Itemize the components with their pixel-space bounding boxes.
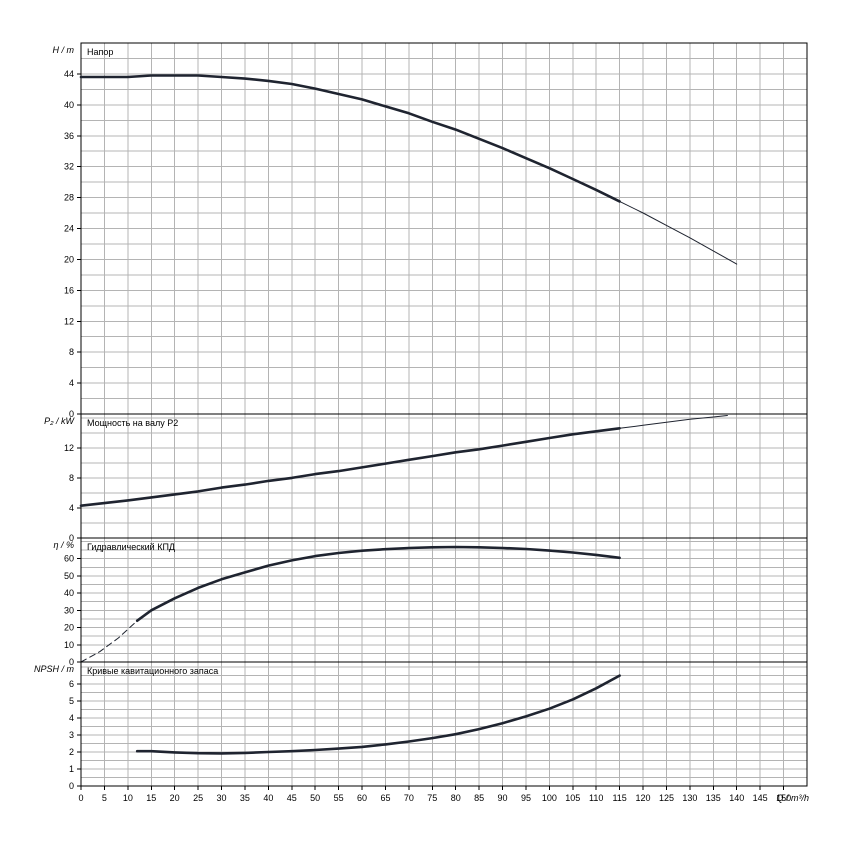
x-tick-label: 65 <box>380 793 390 803</box>
series-line-thick <box>79 427 621 507</box>
y-tick-label: 20 <box>64 254 74 264</box>
y-tick-label: 12 <box>64 443 74 453</box>
panel-frame <box>80 537 808 663</box>
y-tick-label: 0 <box>69 657 74 667</box>
panel-title: Кривые кавитационного запаса <box>87 666 218 676</box>
y-tick-label: 36 <box>64 131 74 141</box>
x-tick-label: 20 <box>170 793 180 803</box>
x-tick-label: 145 <box>753 793 768 803</box>
y-tick-label: 40 <box>64 100 74 110</box>
y-tick-label: 20 <box>64 623 74 633</box>
x-tick-label: 140 <box>729 793 744 803</box>
panel-title: Напор <box>87 47 113 57</box>
y-tick-label: 24 <box>64 224 74 234</box>
y-tick-label: 40 <box>64 588 74 598</box>
y-tick-label: 0 <box>69 781 74 791</box>
y-tick-label: 10 <box>64 640 74 650</box>
x-tick-label: 95 <box>521 793 531 803</box>
x-tick-label: 50 <box>310 793 320 803</box>
y-tick-label: 6 <box>69 679 74 689</box>
x-tick-label: 110 <box>589 793 603 803</box>
x-axis-label: Q / m³/h <box>776 793 809 803</box>
x-tick-label: 40 <box>263 793 273 803</box>
y-tick-label: 28 <box>64 193 74 203</box>
x-tick-label: 5 <box>102 793 107 803</box>
y-tick-label: 50 <box>64 571 74 581</box>
y-tick-label: 12 <box>64 316 74 326</box>
x-tick-label: 150 <box>776 793 791 803</box>
series-line-thin <box>619 200 738 265</box>
x-tick-label: 125 <box>659 793 674 803</box>
y-tick-label: 16 <box>64 285 74 295</box>
y-tick-label: 4 <box>69 713 74 723</box>
x-tick-label: 60 <box>357 793 367 803</box>
y-axis-label: NPSH / m <box>34 664 75 674</box>
y-tick-label: 0 <box>69 533 74 543</box>
y-tick-label: 60 <box>64 554 74 564</box>
y-axis-label: η / % <box>53 540 74 550</box>
y-tick-label: 5 <box>69 696 74 706</box>
y-tick-label: 8 <box>69 473 74 483</box>
y-tick-label: 1 <box>69 764 74 774</box>
panel-title: Мощность на валу P2 <box>87 418 178 428</box>
x-tick-label: 120 <box>636 793 651 803</box>
series-line-thin <box>619 415 728 429</box>
y-tick-label: 0 <box>69 409 74 419</box>
x-tick-label: 0 <box>78 793 83 803</box>
y-tick-label: 3 <box>69 730 74 740</box>
y-tick-label: 44 <box>64 69 74 79</box>
x-tick-label: 30 <box>217 793 227 803</box>
panel-title: Гидравлический КПД <box>87 542 175 552</box>
series-line-thick <box>79 74 621 203</box>
x-tick-label: 15 <box>146 793 156 803</box>
x-tick-label: 25 <box>193 793 203 803</box>
x-tick-label: 75 <box>427 793 437 803</box>
x-tick-label: 10 <box>123 793 133 803</box>
x-tick-label: 105 <box>565 793 580 803</box>
x-tick-label: 35 <box>240 793 250 803</box>
y-tick-label: 2 <box>69 747 74 757</box>
x-tick-label: 90 <box>498 793 508 803</box>
y-tick-label: 8 <box>69 347 74 357</box>
series-line-thick <box>135 545 621 622</box>
x-tick-label: 45 <box>287 793 297 803</box>
y-axis-label: H / m <box>53 45 75 55</box>
x-tick-label: 80 <box>451 793 461 803</box>
x-tick-label: 100 <box>542 793 557 803</box>
x-tick-label: 55 <box>334 793 344 803</box>
y-tick-label: 4 <box>69 378 74 388</box>
y-tick-label: 4 <box>69 503 74 513</box>
series-line-dashed <box>80 620 138 663</box>
panel-frame <box>80 661 808 787</box>
series-line-thick <box>135 674 621 755</box>
y-axis-label: P₂ / kW <box>44 416 75 426</box>
y-tick-label: 30 <box>64 605 74 615</box>
x-tick-label: 85 <box>474 793 484 803</box>
y-tick-label: 32 <box>64 162 74 172</box>
x-tick-label: 70 <box>404 793 414 803</box>
x-tick-label: 135 <box>706 793 721 803</box>
x-tick-label: 130 <box>682 793 697 803</box>
x-tick-label: 115 <box>612 793 626 803</box>
